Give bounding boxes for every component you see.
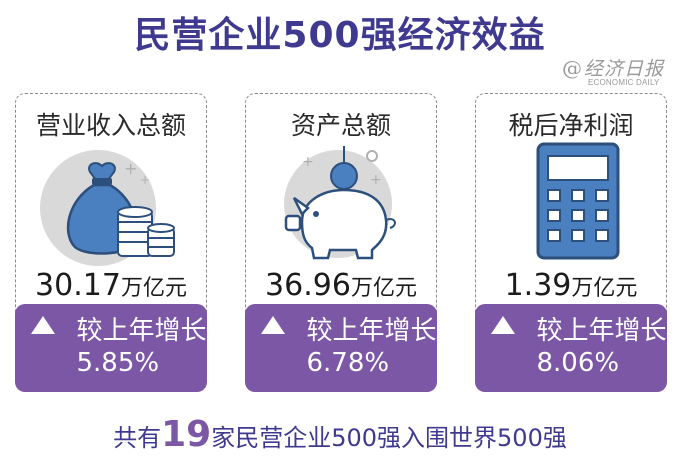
value-unit: 万亿元 xyxy=(350,276,417,301)
card-label: 税后净利润 xyxy=(508,111,634,140)
economic-daily-logo: @ 经济日报 ECONOMIC DAILY xyxy=(562,54,674,92)
logo-chinese: 经济日报 xyxy=(584,58,665,80)
growth-label: 较上年增长 xyxy=(76,316,207,346)
growth-label: 较上年增长 xyxy=(306,316,437,346)
card-value: 1.39万亿元 xyxy=(476,268,666,303)
piggy-bank-icon: + + xyxy=(246,142,436,270)
growth-value: 6.78% xyxy=(306,348,390,378)
value-unit: 万亿元 xyxy=(120,276,187,301)
card-assets: 资产总额 + + 36.96万亿元 较上年增长 6.78% xyxy=(244,93,437,392)
svg-text:+: + xyxy=(370,172,382,188)
value-unit: 万亿元 xyxy=(571,276,638,301)
footer-pre: 共有 xyxy=(113,424,162,452)
svg-text:+: + xyxy=(124,159,137,178)
money-bag-icon: + + xyxy=(16,142,206,270)
logo-english: ECONOMIC DAILY xyxy=(588,78,660,87)
growth-box: 较上年增长 8.06% xyxy=(474,304,667,392)
growth-box: 较上年增长 5.85% xyxy=(14,304,207,392)
logo-at: @ xyxy=(562,56,582,80)
growth-value: 5.85% xyxy=(76,348,160,378)
growth-value: 8.06% xyxy=(536,348,620,378)
up-triangle-icon xyxy=(490,316,515,334)
up-triangle-icon xyxy=(260,316,285,334)
value-number: 30.17 xyxy=(35,268,121,303)
svg-text:+: + xyxy=(302,154,314,170)
card-label: 营业收入总额 xyxy=(35,111,186,140)
footer-post: 家民营企业500强入围世界500强 xyxy=(211,424,567,452)
value-number: 36.96 xyxy=(265,268,351,303)
card-label: 资产总额 xyxy=(290,111,391,140)
up-triangle-icon xyxy=(30,316,55,334)
svg-text:+: + xyxy=(140,173,150,187)
growth-box: 较上年增长 6.78% xyxy=(244,304,437,392)
card-revenue: 营业收入总额 + + 30.17万亿元 较 xyxy=(14,93,207,392)
footer-number: 19 xyxy=(161,414,212,455)
value-number: 1.39 xyxy=(504,268,572,303)
card-net-profit: 税后净利润 1.39万亿元 较上年增长 8.06% xyxy=(474,93,667,392)
card-value: 36.96万亿元 xyxy=(246,268,436,303)
card-value: 30.17万亿元 xyxy=(16,268,206,303)
calculator-icon xyxy=(476,142,666,270)
footer-summary: 共有19家民营企业500强入围世界500强 xyxy=(0,414,680,455)
page-title: 民营企业500强经济效益 xyxy=(134,15,546,56)
growth-label: 较上年增长 xyxy=(536,316,667,346)
